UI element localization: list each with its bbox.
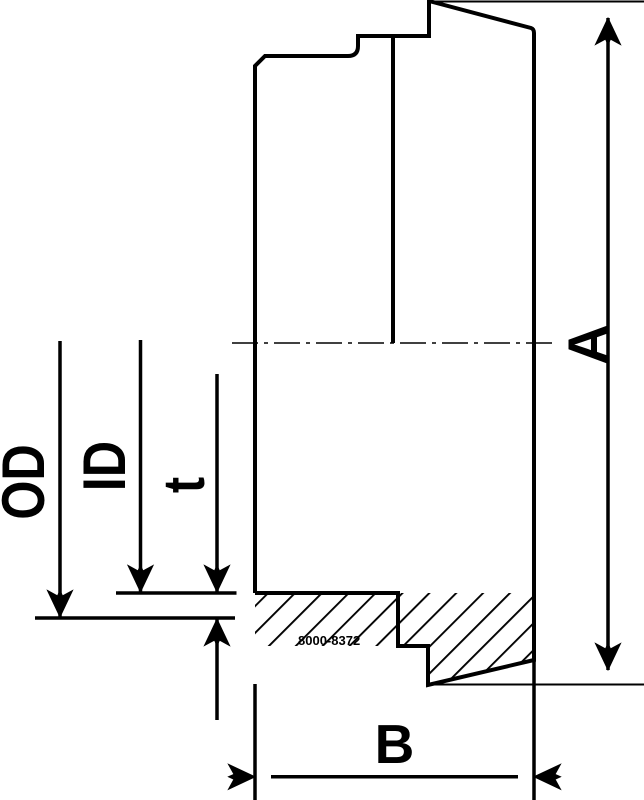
svg-text:B: B [375,713,415,775]
svg-text:t: t [153,477,217,493]
svg-text:ID: ID [71,441,138,491]
svg-text:A: A [556,324,619,364]
svg-text:8000-8372: 8000-8372 [298,633,360,648]
svg-text:OD: OD [0,444,57,520]
